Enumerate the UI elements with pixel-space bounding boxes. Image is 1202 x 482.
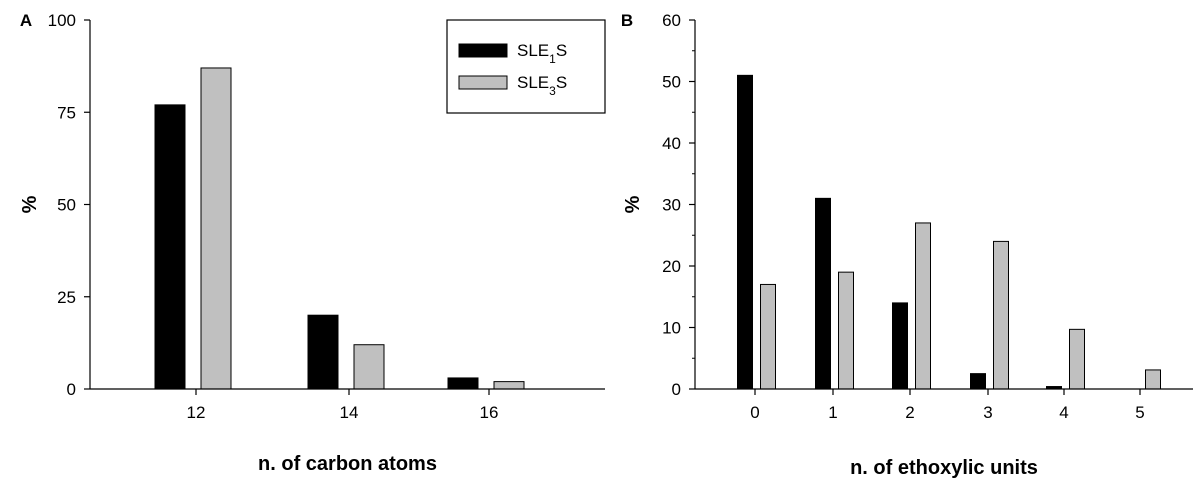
y-tick-label: 30 [662,196,681,215]
bar-sle3s-2 [915,222,931,390]
y-tick-label: 20 [662,257,681,276]
bar-sle1s-3 [970,373,986,390]
x-tick-label: 1 [828,403,837,422]
x-tick-label: 4 [1059,403,1068,422]
y-tick-label: 0 [672,380,681,399]
bar-sle3s-16 [493,381,525,390]
y-tick-label: 40 [662,134,681,153]
bar-sle1s-0 [737,74,753,390]
x-tick-label: 14 [340,403,359,422]
panel-label: A [20,11,32,30]
y-tick-label: 75 [57,103,76,122]
chart-panel-b: 0 10 20 30 40 50 60 0 1 2 3 4 5 n. of ethoxylic units… [621,11,1193,479]
x-axis-title: n. of carbon atoms [258,453,437,475]
y-tick-label: 25 [57,288,76,307]
y-tick-label: 100 [48,11,76,30]
y-tick-label: 60 [662,11,681,30]
y-tick-label: 10 [662,319,681,338]
bar-sle1s-16 [447,377,479,390]
bar-sle1s-1 [815,197,831,390]
x-tick-label: 2 [905,403,914,422]
panel-label: B [621,11,633,30]
bar-sle1s-2 [892,302,908,390]
x-tick-label: 3 [983,403,992,422]
y-axis-title: % [622,195,644,213]
x-tick-label: 12 [187,403,206,422]
legend: SLE1S SLE3S [446,19,606,114]
legend-label: SLE1S [517,41,567,66]
x-tick-label: 5 [1135,403,1144,422]
x-axis-title: n. of ethoxylic units [850,457,1038,479]
y-tick-label: 50 [57,196,76,215]
y-tick-label: 0 [67,380,76,399]
x-tick-label: 0 [750,403,759,422]
legend-swatch [458,43,508,58]
bar-sle3s-3 [993,240,1009,390]
y-axis-title: % [19,195,41,213]
legend-box [446,19,606,114]
x-tick-label: 16 [480,403,499,422]
y-tick-label: 50 [662,73,681,92]
bar-sle3s-0 [760,283,776,390]
bar-sle1s-12 [154,104,186,390]
bar-sle1s-14 [307,314,339,390]
legend-swatch [458,75,508,90]
bar-sle3s-4 [1069,328,1085,390]
bar-sle3s-1 [838,271,854,390]
bar-sle3s-5 [1145,369,1161,390]
bar-sle3s-14 [353,344,385,390]
legend-label: SLE3S [517,73,567,98]
chart-panel-a: 0 25 50 75 100 12 14 16 n. of carbon atoms% A SLE1… [19,11,606,475]
bar-sle3s-12 [200,67,232,390]
